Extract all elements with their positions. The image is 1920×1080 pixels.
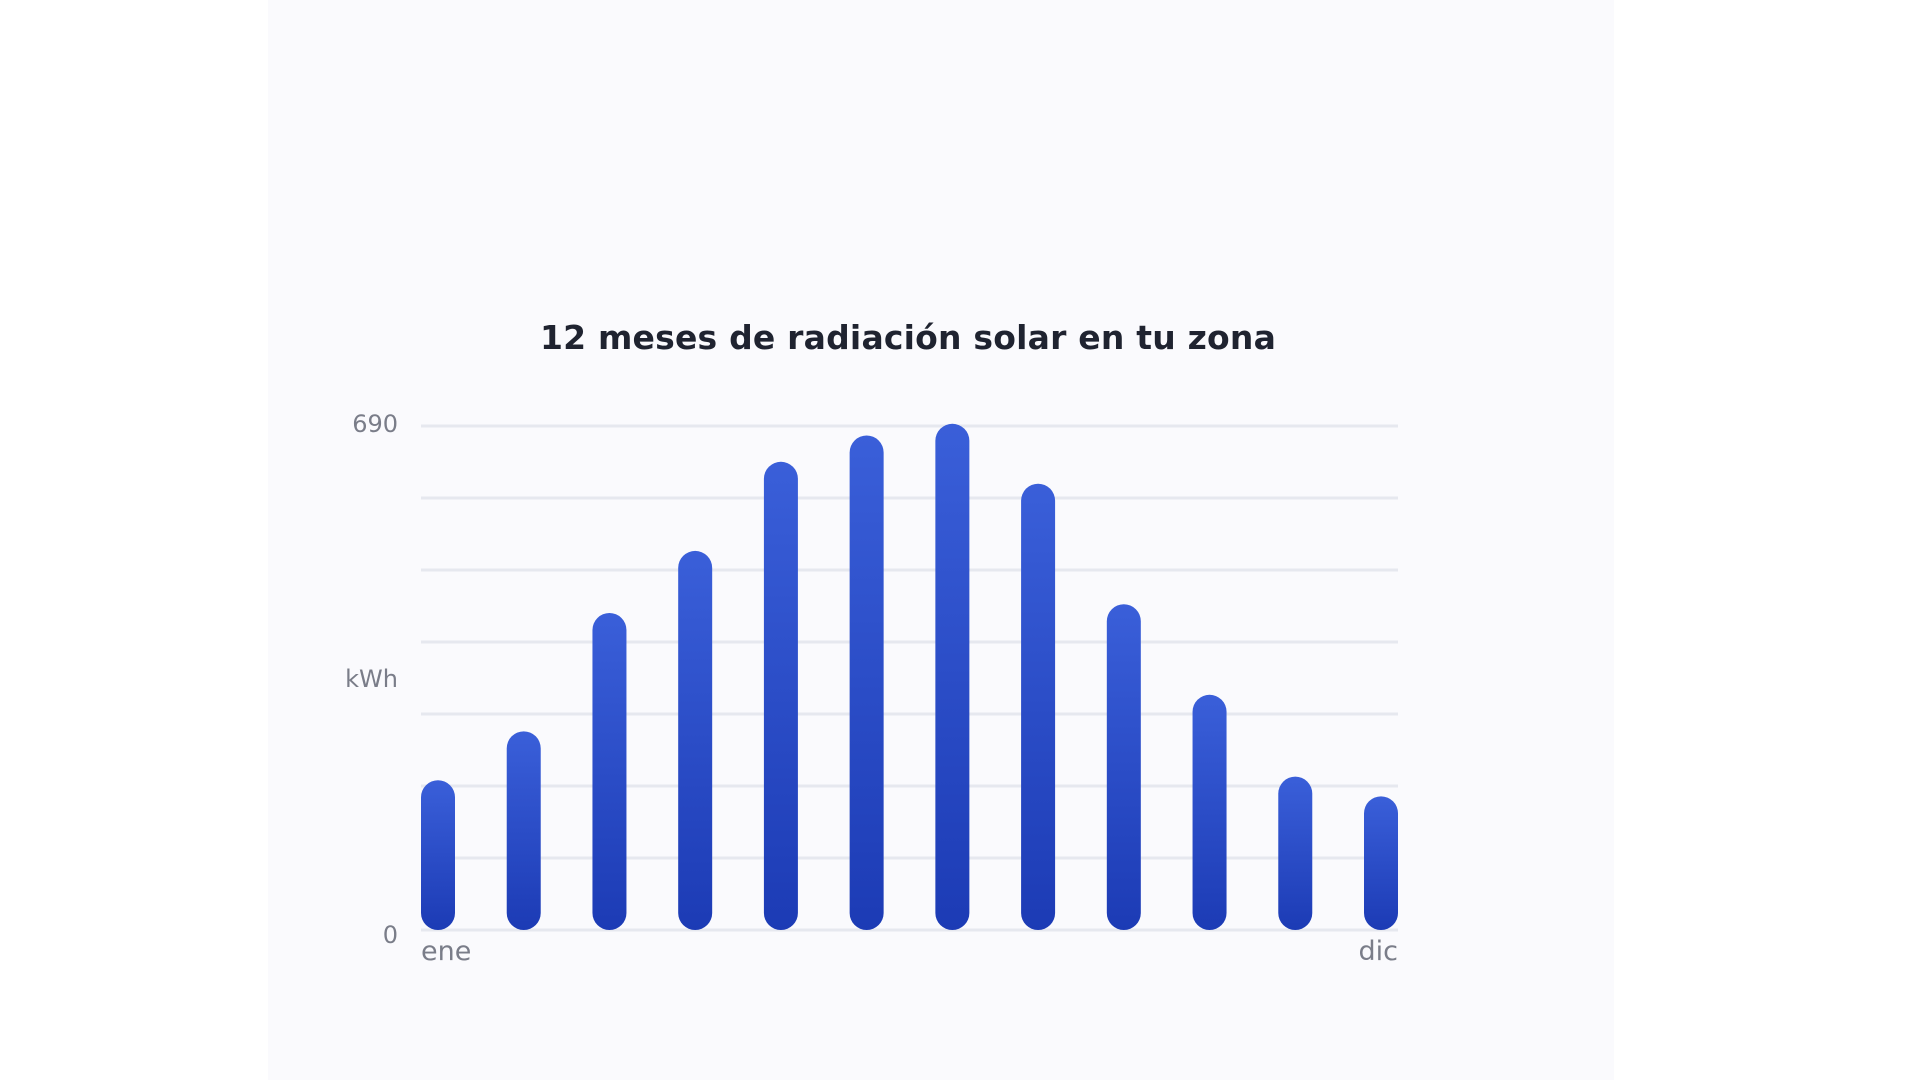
bar-ago	[1021, 483, 1056, 930]
bar-nov	[1278, 776, 1313, 930]
y-tick-label-min: 0	[383, 921, 398, 949]
x-tick-label-last: dic	[1359, 936, 1399, 967]
chart-title: 12 meses de radiación solar en tu zona	[539, 318, 1277, 357]
bar-sep	[1106, 604, 1141, 930]
bar-feb	[506, 731, 541, 930]
y-tick-label-max: 690	[352, 410, 398, 438]
x-tick-label-first: ene	[421, 936, 471, 967]
bar-oct	[1192, 694, 1227, 930]
bar-jul	[935, 423, 970, 930]
bar-abr	[678, 550, 713, 930]
bar-ene	[421, 780, 455, 930]
bar-may	[763, 461, 798, 930]
bar-dic	[1364, 796, 1398, 930]
gridlines	[421, 424, 1398, 932]
bars	[421, 423, 1398, 930]
bar-mar	[592, 612, 627, 930]
bar-jun	[849, 435, 884, 930]
y-axis-label: kWh	[345, 665, 398, 693]
